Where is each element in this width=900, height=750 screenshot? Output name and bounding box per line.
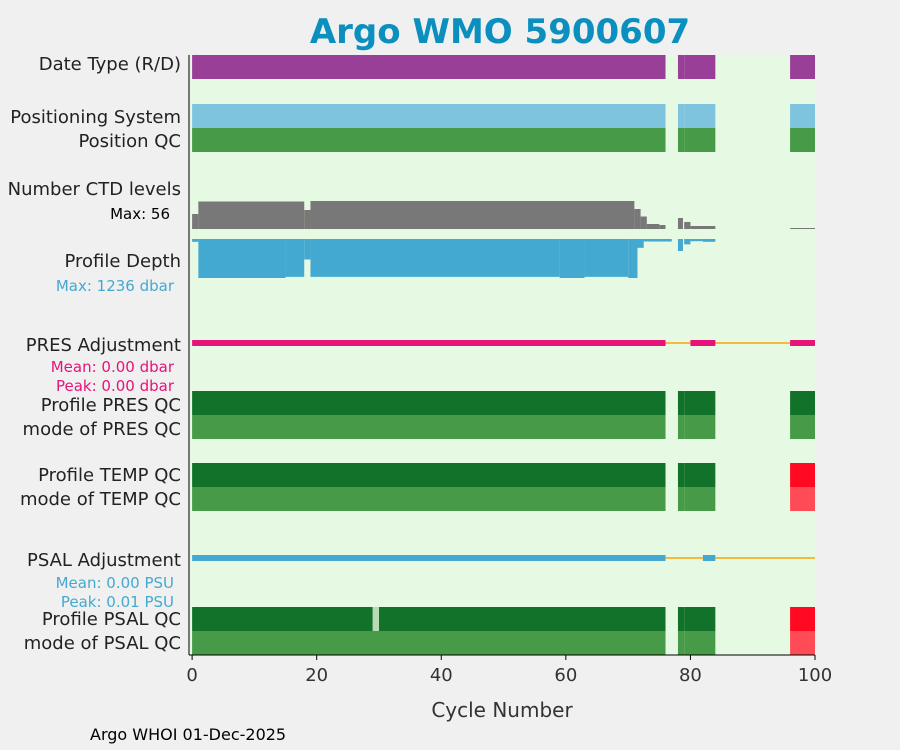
profile-depth-bar bbox=[637, 239, 644, 248]
x-tick-label: 60 bbox=[554, 665, 577, 686]
positioning-system-bar bbox=[192, 104, 666, 128]
profile-depth-bar bbox=[310, 239, 560, 277]
profile-depth-bar bbox=[690, 239, 703, 242]
mode-pres-qc-bar bbox=[790, 415, 815, 439]
psal-peak-label: Peak: 0.01 PSU bbox=[61, 593, 174, 611]
profile-depth-bar bbox=[559, 239, 585, 278]
ctd-levels-bar bbox=[192, 214, 199, 229]
profile-pres-qc-bar bbox=[684, 391, 716, 415]
date-type-bar bbox=[677, 55, 685, 79]
ctd-max-label: Max: 56 bbox=[110, 205, 170, 223]
profile-psal-qc-bar bbox=[378, 607, 666, 631]
ctd-levels-bar bbox=[304, 210, 311, 229]
position-qc-bar bbox=[684, 128, 716, 152]
profile-pres-qc-bar bbox=[677, 391, 685, 415]
profile-temp-qc-bar bbox=[677, 463, 685, 487]
mode-temp-qc-bar bbox=[790, 487, 815, 511]
positioning-system-bar bbox=[677, 104, 685, 128]
profile-depth-bar bbox=[192, 239, 199, 242]
profile-psal-qc-bar bbox=[790, 607, 815, 631]
mode-psal-qc-bar bbox=[684, 631, 716, 655]
profile-temp-qc-bar bbox=[790, 463, 815, 487]
x-tick-label: 80 bbox=[679, 665, 702, 686]
x-tick-label: 0 bbox=[186, 665, 197, 686]
profile-depth-bar bbox=[702, 239, 716, 242]
row-label-ctd-levels: Number CTD levels bbox=[8, 179, 181, 200]
ctd-levels-bar bbox=[659, 225, 666, 229]
profile-psal-qc-bar bbox=[192, 607, 373, 631]
ctd-levels-bar bbox=[684, 222, 691, 229]
profile-depth-bar bbox=[628, 239, 638, 278]
footer-credit: Argo WHOI 01-Dec-2025 bbox=[90, 725, 287, 744]
row-label-date-type: Date Type (R/D) bbox=[39, 54, 181, 75]
row-label-pres-adjustment: PRES Adjustment bbox=[26, 335, 181, 356]
row-label-profile-depth: Profile Depth bbox=[64, 251, 181, 272]
profile-psal-qc-bar bbox=[684, 607, 716, 631]
ctd-levels-bar bbox=[634, 209, 641, 229]
date-type-bar bbox=[790, 55, 815, 79]
row-label-position-qc: Position QC bbox=[78, 131, 181, 152]
mode-temp-qc-bar bbox=[192, 487, 666, 511]
row-label-profile-pres-qc: Profile PRES QC bbox=[41, 395, 181, 416]
position-qc-bar bbox=[192, 128, 666, 152]
mode-temp-qc-bar bbox=[684, 487, 716, 511]
ctd-levels-bar bbox=[677, 218, 683, 229]
mode-psal-qc-bar bbox=[192, 631, 666, 655]
mode-pres-qc-bar bbox=[677, 415, 685, 439]
mode-pres-qc-bar bbox=[684, 415, 716, 439]
row-label-mode-pres-qc: mode of PRES QC bbox=[23, 419, 181, 440]
row-label-mode-temp-qc: mode of TEMP QC bbox=[20, 489, 181, 510]
row-label-profile-temp-qc: Profile TEMP QC bbox=[38, 465, 181, 486]
mode-psal-qc-bar bbox=[790, 631, 815, 655]
mode-pres-qc-bar bbox=[192, 415, 666, 439]
x-tick-label: 100 bbox=[798, 665, 832, 686]
position-qc-bar bbox=[677, 128, 685, 152]
positioning-system-bar bbox=[790, 104, 815, 128]
row-label-mode-psal-qc: mode of PSAL QC bbox=[24, 633, 181, 654]
profile-depth-bar bbox=[285, 239, 305, 277]
profile-psal-qc-bar bbox=[372, 607, 379, 631]
ctd-levels-bar bbox=[790, 228, 815, 229]
ctd-levels-bar bbox=[198, 201, 305, 229]
row-label-profile-psal-qc: Profile PSAL QC bbox=[42, 609, 181, 630]
profile-pres-qc-bar bbox=[192, 391, 666, 415]
ctd-levels-bar bbox=[310, 201, 635, 229]
mode-psal-qc-bar bbox=[677, 631, 685, 655]
ctd-levels-bar bbox=[646, 224, 660, 229]
row-label-psal-adjustment: PSAL Adjustment bbox=[27, 550, 181, 571]
positioning-system-bar bbox=[684, 104, 716, 128]
profile-depth-bar bbox=[198, 239, 286, 278]
date-type-bar bbox=[192, 55, 666, 79]
x-tick-label: 40 bbox=[430, 665, 453, 686]
profile-depth-bar bbox=[643, 239, 666, 242]
profile-psal-qc-bar bbox=[677, 607, 685, 631]
profile-depth-bar bbox=[684, 239, 691, 245]
x-axis-label: Cycle Number bbox=[431, 698, 573, 722]
x-tick-label: 20 bbox=[305, 665, 328, 686]
profile-temp-qc-bar bbox=[684, 463, 716, 487]
psal-mean-label: Mean: 0.00 PSU bbox=[56, 574, 174, 592]
profile-depth-bar bbox=[304, 239, 311, 260]
mode-temp-qc-bar bbox=[677, 487, 685, 511]
profile-depth-bar bbox=[584, 239, 629, 277]
position-qc-bar bbox=[790, 128, 815, 152]
pres-mean-label: Mean: 0.00 dbar bbox=[51, 358, 175, 376]
pres-peak-label: Peak: 0.00 dbar bbox=[56, 377, 175, 395]
ctd-levels-bar bbox=[640, 216, 647, 229]
profile-pres-qc-bar bbox=[790, 391, 815, 415]
row-label-positioning-system: Positioning System bbox=[10, 107, 181, 128]
profile-depth-bar bbox=[665, 239, 672, 242]
chart-title: Argo WMO 5900607 bbox=[309, 12, 691, 52]
profile-temp-qc-bar bbox=[192, 463, 666, 487]
profile-depth-bar bbox=[677, 239, 683, 251]
ctd-levels-bar bbox=[690, 226, 716, 229]
depth-max-label: Max: 1236 dbar bbox=[56, 277, 175, 295]
date-type-bar bbox=[684, 55, 716, 79]
